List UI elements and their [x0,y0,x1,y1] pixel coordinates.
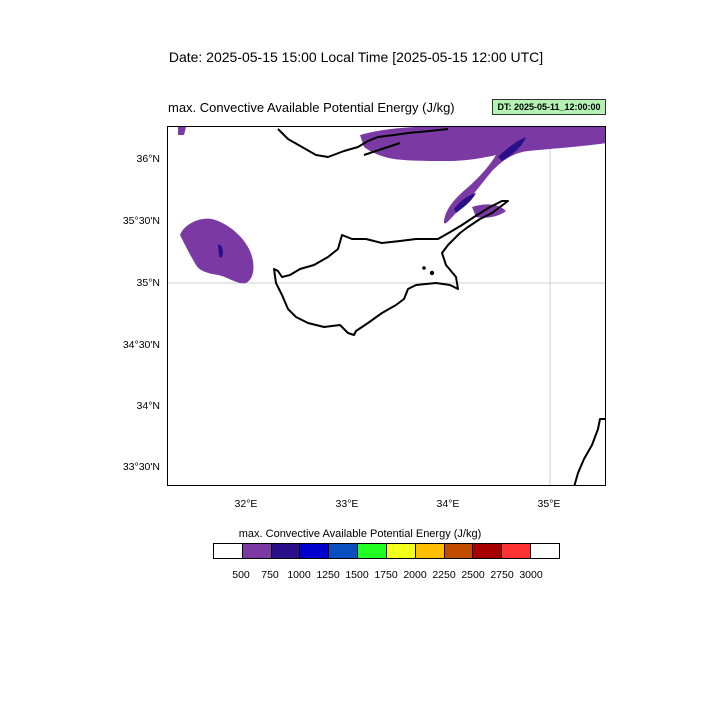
colorbar-label-2500: 2500 [461,569,485,581]
colorbar [213,543,560,559]
cape-region-north-west-sliver [178,127,186,135]
island-marker-1 [422,266,426,270]
dt-badge: DT: 2025-05-11_12:00:00 [492,99,606,115]
colorbar-label-1250: 1250 [316,569,340,581]
coastlines [273,128,605,485]
colorbar-label-1000: 1000 [287,569,311,581]
cape-core-northeast [498,137,526,161]
colorbar-swatch-1500-1750 [358,544,387,558]
colorbar-label-3000: 3000 [519,569,543,581]
coastline-cyprus [273,200,509,336]
colorbar-swatch-500-750 [242,544,272,558]
cape-region-north [360,127,605,224]
cape-core-regions [218,137,526,258]
colorbar-label-500: 500 [232,569,250,581]
lat-label-34n: 34°N [136,400,160,412]
colorbar-swatch-2000-2250 [415,544,445,558]
lon-label-33e: 33°E [335,498,359,510]
lat-label-33-30n: 33°30'N [122,461,160,473]
coastline-turkey [277,128,449,158]
lat-label-35-30n: 35°30'N [122,215,160,227]
date-title: Date: 2025-05-15 15:00 Local Time [2025-… [168,49,544,65]
lon-label-34e: 34°E [436,498,460,510]
colorbar-swatch-2750-3000 [502,544,532,558]
lon-label-35e: 35°E [537,498,561,510]
colorbar-swatch-1250-1500 [329,544,359,558]
lat-label-36n: 36°N [136,153,160,165]
colorbar-label-2750: 2750 [490,569,514,581]
colorbar-label-2250: 2250 [432,569,456,581]
colorbar-swatch-below-500 [214,544,243,558]
lat-label-34-30n: 34°30'N [122,339,160,351]
cape-region-west [180,218,254,284]
coastline-turkey-east [363,142,401,156]
colorbar-swatch-2500-2750 [473,544,503,558]
lon-label-32e: 32°E [234,498,258,510]
field-title: max. Convective Available Potential Ener… [168,100,455,115]
cape-regions [178,127,605,284]
cape-core-north [454,193,476,213]
colorbar-swatch-750-1000 [271,544,301,558]
map-frame [167,126,606,486]
map-canvas [168,127,605,485]
small-islands [422,266,435,276]
colorbar-swatch-above-3000 [531,544,559,558]
colorbar-label-1750: 1750 [374,569,398,581]
colorbar-swatch-1000-1250 [300,544,330,558]
colorbar-swatch-2250-2500 [444,544,474,558]
island-marker-2 [429,270,435,276]
lat-label-35n: 35°N [136,277,160,289]
coastline-levant [573,418,605,485]
colorbar-label-750: 750 [261,569,279,581]
colorbar-swatch-1750-2000 [386,544,416,558]
colorbar-label-1500: 1500 [345,569,369,581]
colorbar-label-2000: 2000 [403,569,427,581]
colorbar-title: max. Convective Available Potential Ener… [238,528,482,540]
cape-core-west [218,244,223,258]
